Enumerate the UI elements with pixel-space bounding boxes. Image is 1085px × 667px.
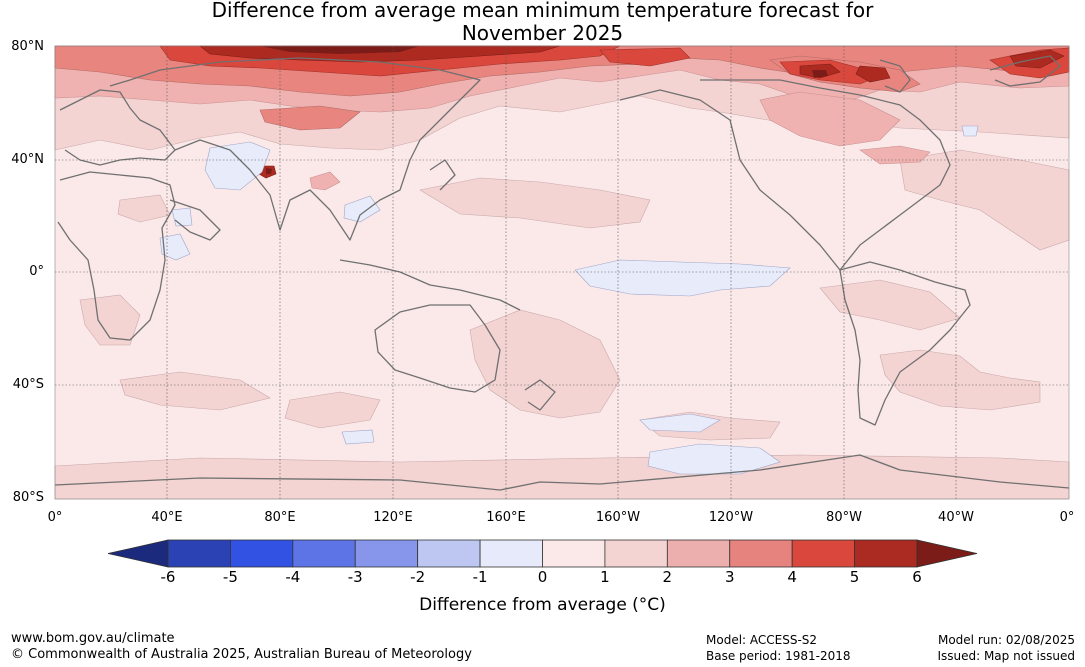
colorbar-extend-low — [107, 539, 169, 568]
map-frame — [54, 45, 1070, 500]
anomaly-band-minus1-0 — [159, 125, 979, 475]
lon-label-80e: 80°E — [264, 510, 296, 525]
lon-label-120w: 120°W — [708, 510, 754, 525]
lon-label-40e: 40°E — [151, 510, 183, 525]
lon-label-0: 0° — [47, 510, 63, 525]
colorbar-tick-label: -1 — [472, 568, 488, 586]
footer-model: Model: ACCESS-S2 — [706, 633, 818, 647]
lat-label-40n: 40°N — [11, 152, 44, 167]
colorbar-cell — [354, 539, 419, 568]
colorbar-tick-label: 1 — [600, 568, 610, 586]
lat-label-80s: 80°S — [12, 490, 44, 505]
colorbar-tick-label: -3 — [347, 568, 363, 586]
colorbar-tick-label: 2 — [662, 568, 673, 586]
colorbar-cell — [854, 539, 918, 568]
lon-label-80w: 80°W — [826, 510, 862, 525]
lon-label-160w: 160°W — [595, 510, 641, 525]
colorbar-cell — [292, 539, 356, 568]
lat-label-40s: 40°S — [12, 377, 44, 392]
map-title-line-2: November 2025 — [461, 21, 624, 45]
footer-model-run: Model run: 02/08/2025 — [937, 633, 1075, 647]
colorbar-cell — [791, 539, 855, 568]
colorbar-cell — [167, 539, 231, 568]
lat-label-80n: 80°N — [11, 39, 44, 54]
colorbar-tick-label: 0 — [537, 568, 548, 586]
anomaly-band-6-plus — [260, 46, 828, 174]
colorbar-tick-label: -6 — [160, 568, 176, 586]
coastlines — [54, 55, 1070, 491]
colorbar-cell — [417, 539, 481, 568]
colorbar-tick-label: -4 — [285, 568, 301, 586]
colorbar-tick-label: 6 — [912, 568, 922, 586]
graticule — [55, 46, 1069, 499]
lon-label-0-end: 0° — [1059, 510, 1075, 525]
footer-issued: Issued: Map not issued — [937, 649, 1075, 663]
colorbar-label: Difference from average (°C) — [419, 595, 666, 615]
lon-label-160e: 160°E — [486, 510, 526, 525]
colorbar-tick-label: -5 — [222, 568, 238, 586]
colorbar-tick-label: 3 — [724, 568, 735, 586]
colorbar-extend-high — [916, 539, 978, 568]
colorbar-cell — [230, 539, 294, 568]
lon-label-40w: 40°W — [938, 510, 974, 525]
footer-website: www.bom.gov.au/climate — [11, 631, 175, 646]
colorbar-cell — [479, 539, 543, 568]
colorbar-tick-label: 5 — [849, 568, 860, 586]
colorbar-cell — [729, 539, 793, 568]
lon-label-120e: 120°E — [373, 510, 413, 525]
colorbar-cell — [542, 539, 606, 568]
lat-label-0: 0° — [29, 264, 44, 279]
colorbar-tick-label: 4 — [787, 568, 797, 586]
colorbar-cell — [604, 539, 668, 568]
colorbar-tick-label: -2 — [410, 568, 426, 586]
colorbar-cell — [666, 539, 731, 568]
footer-base-period: Base period: 1981-2018 — [706, 649, 851, 663]
footer-copyright: © Commonwealth of Australia 2025, Austra… — [11, 647, 472, 662]
map-title-line-1: Difference from average mean minimum tem… — [211, 0, 874, 22]
